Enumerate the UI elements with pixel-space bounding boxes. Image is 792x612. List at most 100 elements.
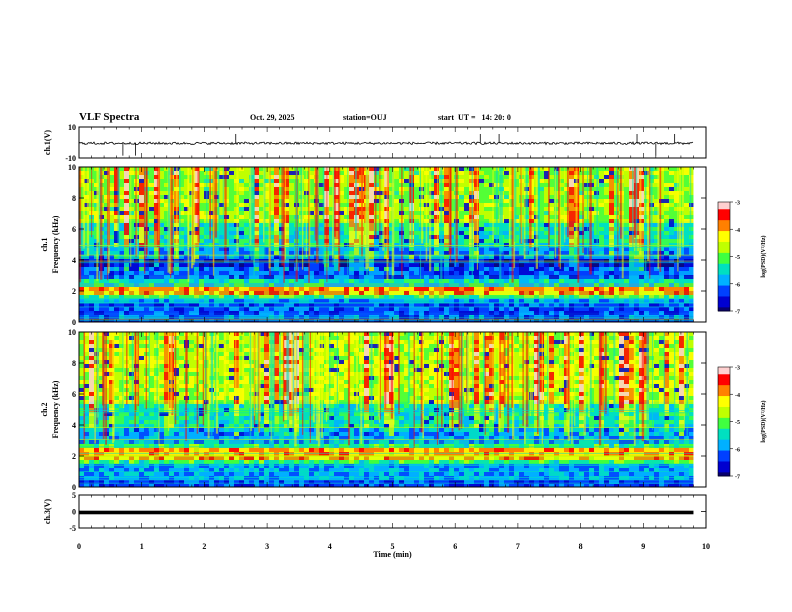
- psd-cell: [79, 348, 84, 352]
- psd-cell: [564, 183, 569, 187]
- sferic-streak: [419, 167, 422, 283]
- psd-cell: [634, 303, 639, 307]
- psd-cell: [129, 211, 134, 215]
- psd-cell: [569, 227, 574, 231]
- psd-cell: [274, 299, 279, 303]
- psd-cell: [289, 203, 294, 207]
- psd-cell: [149, 183, 154, 187]
- psd-cell: [289, 191, 294, 195]
- psd-cell: [619, 303, 624, 307]
- psd-cell: [259, 195, 264, 199]
- psd-cell: [689, 255, 694, 259]
- psd-cell: [104, 223, 109, 227]
- psd-cell: [599, 179, 604, 183]
- psd-cell: [99, 299, 104, 303]
- psd-cell: [239, 219, 244, 223]
- psd-cell: [464, 195, 469, 199]
- psd-cell: [184, 235, 189, 239]
- psd-cell: [339, 271, 344, 275]
- psd-cell: [554, 287, 559, 291]
- psd-cell: [369, 231, 374, 235]
- psd-cell: [419, 303, 424, 307]
- psd-cell: [584, 239, 589, 243]
- psd-cell: [269, 307, 274, 311]
- psd-cell: [459, 307, 464, 311]
- psd-cell: [374, 239, 379, 243]
- psd-cell: [329, 195, 334, 199]
- psd-cell: [379, 231, 384, 235]
- psd-cell: [689, 183, 694, 187]
- psd-cell: [194, 183, 199, 187]
- psd-cell: [659, 203, 664, 207]
- psd-cell: [139, 263, 144, 267]
- psd-cell: [599, 299, 604, 303]
- psd-cell: [394, 307, 399, 311]
- psd-cell: [549, 231, 554, 235]
- psd-cell: [654, 247, 659, 251]
- psd-cell: [194, 255, 199, 259]
- psd-cell: [579, 167, 584, 171]
- sferic-streak: [308, 167, 311, 256]
- psd-cell: [614, 311, 619, 315]
- spectral-line: [79, 245, 694, 246]
- psd-cell: [299, 279, 304, 283]
- psd-cell: [164, 195, 169, 199]
- psd-cell: [599, 271, 604, 275]
- psd-cell: [669, 299, 674, 303]
- psd-cell: [469, 183, 474, 187]
- psd-cell: [539, 199, 544, 203]
- psd-cell: [184, 303, 189, 307]
- psd-cell: [124, 299, 129, 303]
- psd-cell: [254, 203, 259, 207]
- psd-cell: [569, 187, 574, 191]
- psd-cell: [514, 171, 519, 175]
- psd-cell: [154, 291, 159, 295]
- psd-cell: [79, 267, 84, 271]
- psd-cell: [124, 211, 129, 215]
- psd-cell: [334, 247, 339, 251]
- psd-cell: [574, 283, 579, 287]
- psd-cell: [199, 283, 204, 287]
- psd-cell: [314, 303, 319, 307]
- psd-cell: [414, 307, 419, 311]
- psd-cell: [79, 207, 84, 211]
- psd-cell: [374, 235, 379, 239]
- psd-cell: [389, 275, 394, 279]
- psd-cell: [199, 231, 204, 235]
- psd-cell: [514, 299, 519, 303]
- psd-cell: [104, 299, 109, 303]
- psd-cell: [329, 223, 334, 227]
- psd-cell: [154, 211, 159, 215]
- psd-cell: [669, 255, 674, 259]
- psd-cell: [464, 239, 469, 243]
- psd-cell: [459, 171, 464, 175]
- psd-cell: [674, 235, 679, 239]
- psd-cell: [229, 303, 234, 307]
- psd-cell: [559, 267, 564, 271]
- psd-cell: [79, 340, 84, 344]
- psd-cell: [644, 263, 649, 267]
- psd-cell: [244, 307, 249, 311]
- psd-cell: [464, 279, 469, 283]
- psd-cell: [84, 251, 89, 255]
- psd-cell: [194, 179, 199, 183]
- psd-cell: [549, 247, 554, 251]
- psd-cell: [679, 283, 684, 287]
- psd-cell: [509, 167, 514, 171]
- psd-cell: [254, 291, 259, 295]
- psd-cell: [234, 255, 239, 259]
- psd-cell: [164, 211, 169, 215]
- psd-cell: [334, 199, 339, 203]
- psd-cell: [274, 295, 279, 299]
- psd-cell: [159, 283, 164, 287]
- psd-cell: [259, 183, 264, 187]
- psd-cell: [569, 275, 574, 279]
- psd-cell: [489, 235, 494, 239]
- psd-cell: [464, 303, 469, 307]
- psd-cell: [204, 271, 209, 275]
- psd-cell: [444, 307, 449, 311]
- psd-cell: [84, 227, 89, 231]
- psd-cell: [424, 279, 429, 283]
- psd-cell: [369, 235, 374, 239]
- psd-cell: [219, 307, 224, 311]
